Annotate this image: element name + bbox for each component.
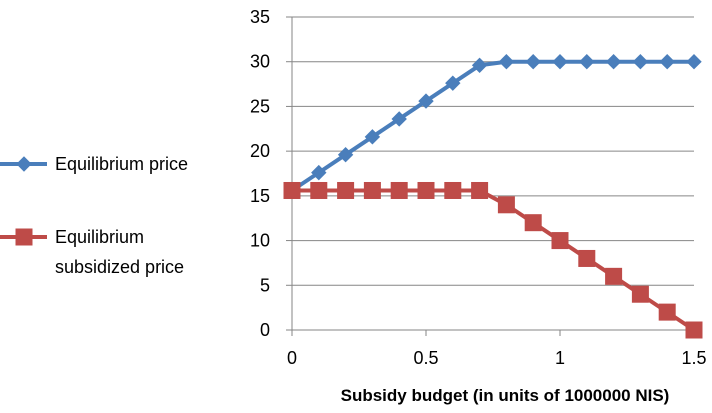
legend-item-2: Equilibrium subsidized price: [0, 227, 184, 277]
series-1: [284, 54, 702, 199]
x-tick-label: 0: [287, 348, 297, 368]
data-point: [631, 285, 649, 303]
data-point: [283, 181, 301, 199]
data-point: [391, 111, 407, 127]
data-point: [579, 54, 595, 70]
data-point: [659, 54, 675, 70]
data-point: [418, 93, 434, 109]
x-tick-label: 1: [555, 348, 565, 368]
y-tick-label: 25: [250, 96, 270, 116]
data-point: [605, 54, 622, 70]
data-point: [525, 54, 541, 70]
data-point: [471, 57, 488, 73]
legend-label: subsidized price: [55, 257, 184, 277]
legend-label: Equilibrium price: [55, 154, 188, 174]
data-point: [497, 196, 515, 214]
y-tick-label: 5: [260, 275, 270, 295]
y-tick-label: 30: [250, 52, 270, 72]
data-point: [658, 303, 676, 321]
series: [283, 54, 703, 339]
data-point: [498, 54, 515, 70]
x-axis-title: Subsidy budget (in units of 1000000 NIS): [341, 386, 670, 405]
data-point: [685, 321, 703, 339]
data-point: [311, 164, 327, 181]
data-point: [552, 54, 568, 70]
data-point: [551, 232, 569, 250]
data-point: [578, 249, 596, 267]
legend: Equilibrium price Equilibrium subsidized p…: [0, 154, 188, 277]
legend-label: Equilibrium: [55, 227, 144, 247]
data-point: [471, 181, 489, 199]
data-point: [390, 181, 408, 199]
data-point: [337, 147, 354, 163]
y-tick-label: 0: [260, 320, 270, 340]
series-line: [292, 188, 696, 332]
y-tick-label: 35: [250, 7, 270, 27]
y-tick-label: 20: [250, 141, 270, 161]
x-tick-label: 1.5: [681, 348, 706, 368]
data-point: [337, 181, 355, 199]
data-point: [444, 181, 462, 199]
legend-swatch-marker: [16, 156, 32, 172]
series-2: [283, 181, 703, 339]
series-line: [290, 59, 694, 193]
data-point: [364, 129, 381, 145]
data-point: [632, 54, 649, 70]
data-point: [363, 181, 381, 199]
data-point: [524, 214, 542, 232]
axes: 0 5 10 15 20 25 30 35 0 0.5 1 1.5: [250, 7, 707, 368]
data-point: [417, 181, 435, 199]
legend-swatch-marker: [15, 228, 33, 246]
y-tick-label: 10: [250, 231, 270, 251]
y-tick-label: 15: [250, 186, 270, 206]
legend-item-1: Equilibrium price: [0, 154, 188, 174]
data-point: [686, 54, 702, 70]
x-tick-label: 0.5: [413, 348, 438, 368]
data-point: [445, 75, 461, 91]
data-point: [605, 267, 623, 285]
data-point: [310, 181, 328, 199]
